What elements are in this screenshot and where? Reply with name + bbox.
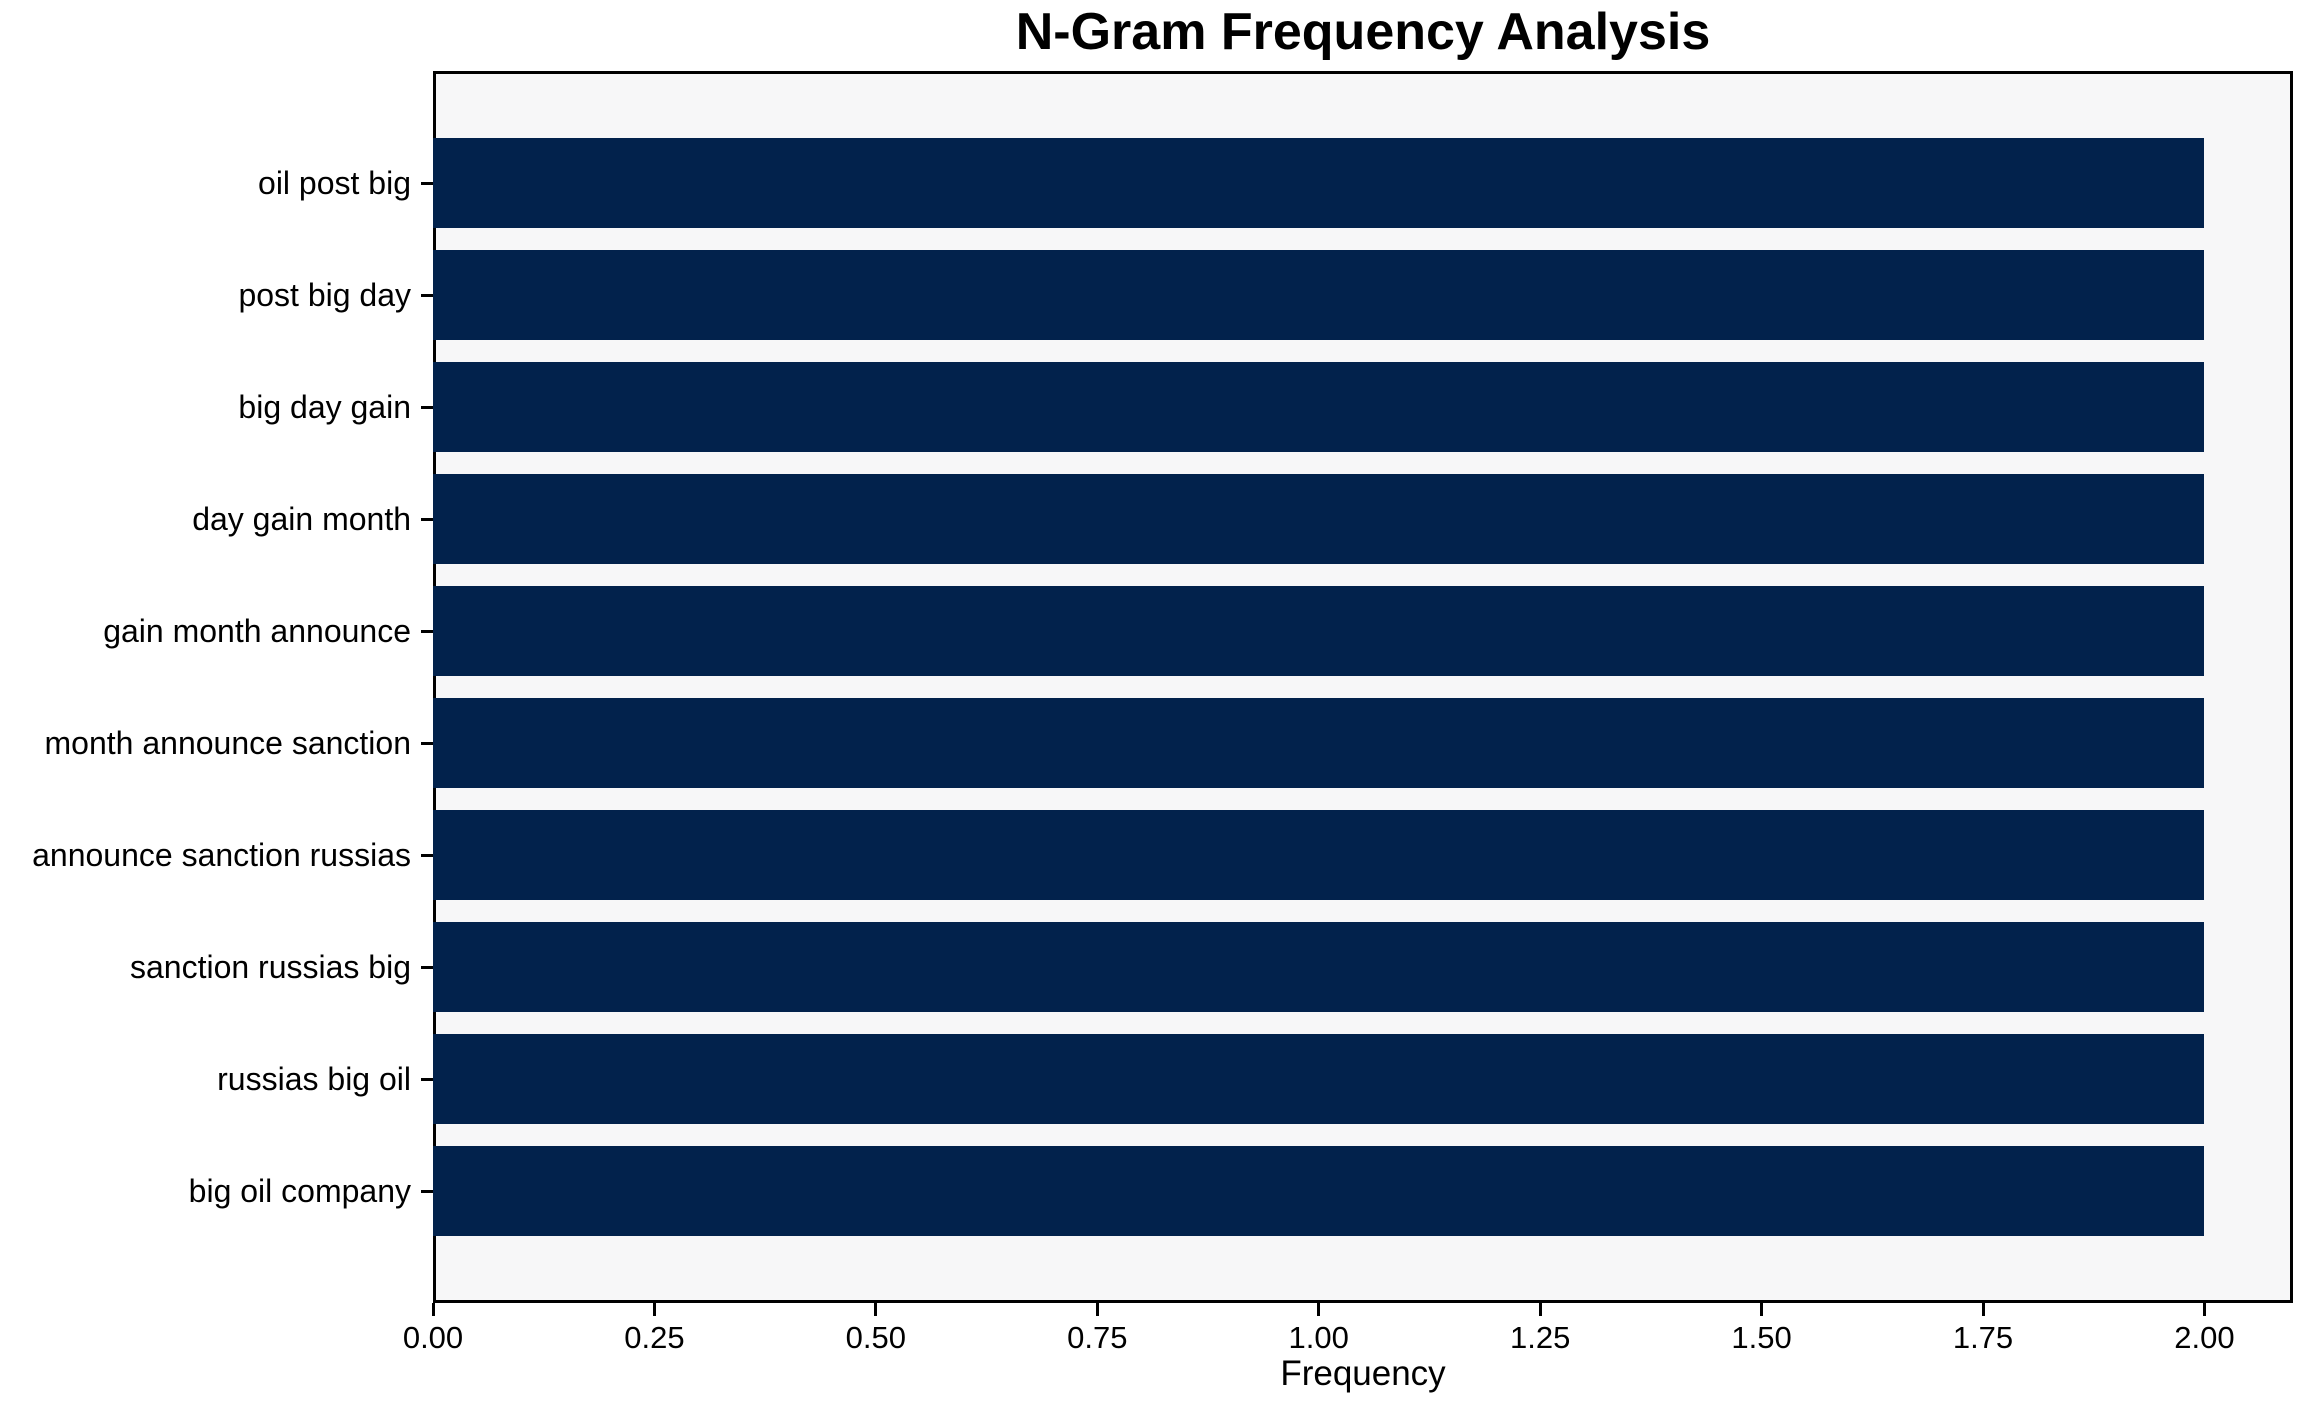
bar-row: post big day: [0, 239, 2293, 351]
y-tick: big day gain: [0, 391, 433, 423]
bar: [433, 362, 2205, 452]
y-tick-mark: [421, 629, 433, 633]
y-tick-label: big oil company: [188, 1173, 411, 1209]
bar-track: [433, 1023, 2293, 1135]
y-tick-label: post big day: [238, 277, 411, 313]
x-tick-label: 1.00: [1288, 1320, 1349, 1355]
bar-row: big oil company: [0, 1135, 2293, 1247]
bar: [433, 138, 2205, 228]
bar: [433, 1146, 2205, 1236]
bar-track: [433, 127, 2293, 239]
bar-row: sanction russias big: [0, 911, 2293, 1023]
x-tick-label: 0.00: [402, 1320, 464, 1355]
y-tick: gain month announce: [0, 615, 433, 647]
bar-track: [433, 799, 2293, 911]
x-tick-mark: [1981, 1303, 1985, 1316]
x-tick-label: 0.25: [624, 1320, 685, 1355]
x-tick-mark: [1760, 1303, 1764, 1316]
bar: [433, 922, 2205, 1012]
y-tick-label: sanction russias big: [129, 949, 411, 985]
y-tick-label: russias big oil: [217, 1061, 411, 1097]
bar-track: [433, 351, 2293, 463]
y-tick: day gain month: [0, 503, 433, 535]
y-tick-mark: [421, 853, 433, 857]
bar-track: [433, 1135, 2293, 1247]
x-tick-mark: [2202, 1303, 2206, 1316]
x-tick-label: 0.50: [845, 1320, 907, 1355]
bar-track: [433, 911, 2293, 1023]
x-tick-label: 2.00: [2174, 1320, 2235, 1355]
x-tick-mark: [1538, 1303, 1542, 1316]
x-tick-mark: [652, 1303, 656, 1316]
bar-row: day gain month: [0, 463, 2293, 575]
y-tick: russias big oil: [0, 1063, 433, 1095]
y-tick-mark: [421, 1189, 433, 1193]
bar-rows: oil post big post big day big day gain day …: [0, 71, 2293, 1303]
x-tick-mark: [431, 1303, 435, 1316]
y-tick: post big day: [0, 279, 433, 311]
x-tick-mark: [874, 1303, 878, 1316]
y-tick: sanction russias big: [0, 951, 433, 983]
bar-row: big day gain: [0, 351, 2293, 463]
bar: [433, 474, 2205, 564]
bar-track: [433, 239, 2293, 351]
y-tick-mark: [421, 517, 433, 521]
y-tick: oil post big: [0, 167, 433, 199]
chart-title: N-Gram Frequency Analysis: [1015, 3, 1711, 61]
bar: [433, 1034, 2205, 1124]
x-tick-mark: [1317, 1303, 1321, 1316]
y-tick: big oil company: [0, 1175, 433, 1207]
bar-track: [433, 687, 2293, 799]
bar-row: oil post big: [0, 127, 2293, 239]
y-tick: announce sanction russias: [0, 839, 433, 871]
x-tick-label: 1.50: [1731, 1320, 1792, 1355]
y-tick-label: big day gain: [238, 389, 411, 425]
bar: [433, 810, 2205, 900]
y-tick-label: announce sanction russias: [32, 837, 411, 873]
bar-track: [433, 463, 2293, 575]
y-tick-label: oil post big: [258, 165, 411, 201]
bar-row: month announce sanction: [0, 687, 2293, 799]
y-tick-mark: [421, 741, 433, 745]
x-tick-label: 1.75: [1952, 1320, 2014, 1355]
y-tick-mark: [421, 181, 433, 185]
y-tick-mark: [421, 293, 433, 297]
y-tick: month announce sanction: [0, 727, 433, 759]
bar-row: russias big oil: [0, 1023, 2293, 1135]
x-tick-mark: [1095, 1303, 1099, 1316]
y-tick-mark: [421, 965, 433, 969]
y-tick-mark: [421, 405, 433, 409]
y-tick-label: gain month announce: [103, 613, 411, 649]
bar: [433, 698, 2205, 788]
x-axis-label: Frequency: [1280, 1354, 1446, 1393]
y-tick-label: month announce sanction: [44, 725, 411, 761]
bar: [433, 586, 2205, 676]
bar: [433, 250, 2205, 340]
y-tick-label: day gain month: [192, 501, 411, 537]
bar-track: [433, 575, 2293, 687]
y-tick-mark: [421, 1077, 433, 1081]
x-tick-label: 0.75: [1067, 1320, 1128, 1355]
bar-row: gain month announce: [0, 575, 2293, 687]
x-tick-label: 1.25: [1509, 1320, 1571, 1355]
bar-row: announce sanction russias: [0, 799, 2293, 911]
